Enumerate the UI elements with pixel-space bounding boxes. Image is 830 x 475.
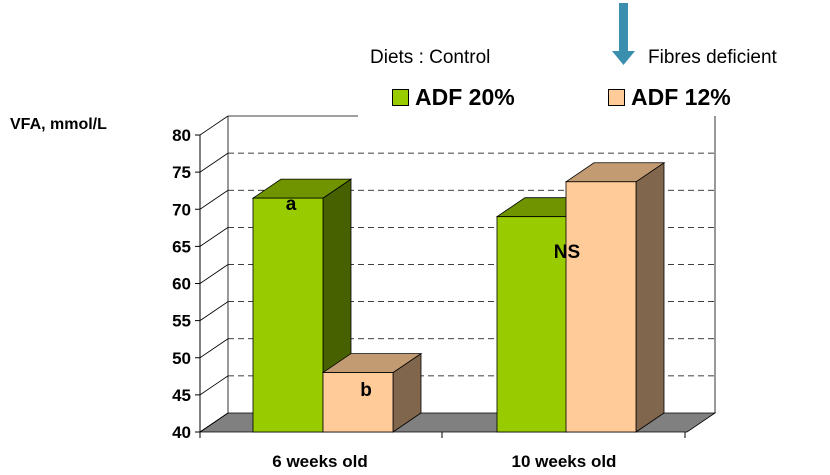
bars	[251, 162, 666, 433]
y-depth-connector	[199, 227, 229, 247]
legend-item-adf-20: ADF 20%	[392, 84, 515, 111]
y-depth-connector	[199, 189, 229, 210]
bar-annotation: NS	[554, 242, 580, 263]
y-axis-label: VFA, mmol/L	[10, 116, 107, 133]
legend-label-adf-20: ADF 20%	[415, 84, 515, 110]
bar	[496, 216, 568, 433]
legend-swatch-adf-12	[608, 89, 625, 106]
labels: 40 45 50 55 60 65 70 75 80 6 weeks old 10 weeks ol…	[172, 126, 616, 471]
bar-annotation: a	[286, 194, 297, 215]
y-tick-label: 55	[172, 312, 191, 331]
y-depth-connector	[199, 115, 229, 136]
x-category-label: 10 weeks old	[512, 452, 617, 471]
y-depth-connector	[199, 264, 229, 284]
y-tick-label: 65	[172, 237, 191, 256]
bar-annotation: b	[360, 380, 372, 401]
down-arrow-icon	[612, 3, 635, 65]
legend-swatch-adf-20	[392, 89, 409, 106]
axes	[195, 115, 716, 438]
y-tick-label: 40	[172, 423, 191, 442]
legend-title-control: Diets : Control	[370, 47, 491, 68]
bar	[252, 197, 324, 433]
y-depth-connector	[199, 338, 229, 359]
bar	[565, 181, 637, 433]
bar	[322, 372, 394, 433]
y-depth-connector	[199, 301, 229, 321]
bar-side	[635, 162, 665, 433]
legend-item-adf-12: ADF 12%	[608, 84, 731, 111]
y-tick-label: 60	[172, 275, 191, 294]
y-tick-label: 50	[172, 349, 191, 368]
y-depth-connector	[199, 375, 229, 396]
y-tick-label: 70	[172, 200, 191, 219]
y-tick-label: 45	[172, 386, 191, 405]
x-category-label: 6 weeks old	[272, 452, 367, 471]
legend-label-adf-12: ADF 12%	[631, 84, 731, 110]
legend-title-fibres-deficient: Fibres deficient	[648, 47, 777, 68]
y-depth-connector	[199, 152, 229, 173]
y-tick-label: 80	[172, 126, 191, 145]
y-depth-connector	[199, 412, 229, 433]
y-tick-label: 75	[172, 163, 191, 182]
